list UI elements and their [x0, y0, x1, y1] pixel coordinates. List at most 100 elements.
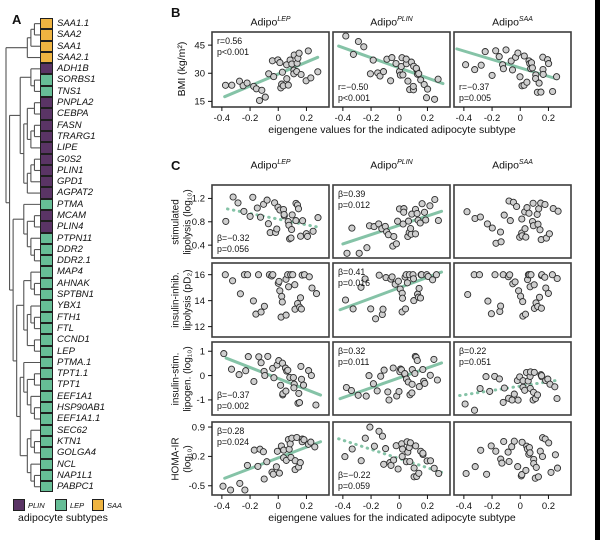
panel-c-label: C — [171, 158, 181, 173]
data-point — [538, 452, 547, 461]
data-point — [514, 49, 522, 57]
x-tick-label: -0.4 — [456, 113, 472, 124]
stats-annotation: β=0.22 — [459, 346, 486, 356]
data-point — [399, 71, 407, 79]
gene-subtype-swatch — [40, 40, 53, 52]
data-point — [409, 82, 417, 90]
data-point — [295, 399, 304, 407]
plot-border — [211, 262, 330, 338]
row-y-axis-label: insulin-stim. — [170, 352, 182, 405]
data-point — [410, 464, 418, 472]
data-point — [373, 387, 381, 395]
column-title: AdipoPLIN — [370, 16, 413, 29]
column-title: AdipoLEP — [250, 16, 291, 29]
data-point — [491, 271, 499, 279]
data-point — [399, 220, 407, 228]
y-tick-label: 15 — [194, 97, 205, 108]
y-tick-label: -1 — [197, 395, 205, 406]
stats-annotation: r=−0.37 — [459, 82, 489, 92]
data-point — [486, 387, 494, 395]
data-point — [221, 81, 230, 89]
data-point — [551, 451, 559, 459]
data-point — [236, 479, 244, 487]
x-tick-label: 0.2 — [300, 113, 313, 124]
stats-annotation: β=−0.37 — [217, 390, 250, 400]
gene-name-label: FASN — [57, 119, 82, 131]
data-point — [343, 249, 351, 257]
gene-subtype-swatch — [40, 63, 53, 75]
data-point — [387, 77, 395, 85]
data-point — [375, 427, 383, 435]
scatter-plot-B-PLIN: r=−0.50p<0.001 -0.4 -0.2 0 0.2 — [332, 31, 451, 124]
data-point — [433, 376, 441, 384]
data-point — [394, 465, 402, 473]
column-title-superscript: LEP — [277, 16, 291, 23]
gene-name-label: YBX1 — [57, 300, 82, 312]
x-tick-label: 0.2 — [300, 501, 313, 512]
data-point — [258, 86, 266, 94]
stats-annotation: r=0.56 — [217, 36, 242, 46]
data-point — [357, 283, 365, 291]
data-point — [282, 311, 290, 319]
gene-name-label: SORBS1 — [57, 74, 96, 86]
data-point — [544, 289, 552, 297]
data-point — [400, 208, 408, 216]
data-point — [507, 57, 515, 65]
data-point — [545, 60, 553, 68]
data-point — [498, 459, 506, 467]
data-point — [513, 202, 521, 211]
gene-name-label: SAA1 — [57, 40, 82, 52]
data-point — [365, 372, 373, 380]
data-point — [497, 238, 505, 246]
data-point — [355, 249, 363, 257]
data-point — [530, 281, 538, 289]
stats-annotation: p=0.011 — [338, 357, 369, 367]
gene-subtype-swatch — [40, 221, 53, 233]
column-title: AdipoPLIN — [370, 159, 413, 172]
data-point — [309, 227, 317, 235]
data-point — [229, 277, 237, 285]
gene-name-label: SAA1.1 — [57, 18, 90, 29]
data-point — [522, 466, 530, 474]
data-point — [264, 220, 272, 228]
x-tick-label: -0.2 — [484, 501, 500, 512]
data-point — [500, 384, 508, 392]
gene-subtype-swatch — [40, 390, 53, 403]
gene-name-label: SAA2 — [57, 29, 82, 41]
data-point — [342, 32, 350, 40]
data-point — [483, 220, 491, 228]
data-point — [347, 386, 355, 395]
data-point — [434, 216, 442, 225]
data-point — [312, 290, 321, 298]
data-point — [314, 214, 322, 222]
gene-subtype-swatch — [40, 18, 53, 30]
legend-swatch — [13, 499, 25, 511]
gene-subtype-swatch — [40, 311, 53, 323]
data-point — [244, 353, 252, 361]
data-point — [415, 70, 423, 78]
data-point — [496, 228, 505, 236]
data-point — [307, 438, 315, 446]
data-point — [520, 52, 528, 60]
data-point — [219, 482, 227, 490]
y-tick-label: 14 — [194, 296, 205, 307]
plot-border — [453, 341, 572, 416]
y-tick-label: 0 — [200, 371, 205, 382]
gene-name-label: LIPE — [57, 142, 78, 154]
data-point — [275, 469, 283, 477]
data-point — [508, 396, 516, 404]
data-point — [410, 297, 418, 305]
panel-b-y-axis-label: BMI (kg/m²) — [176, 41, 188, 97]
data-point — [471, 66, 479, 74]
data-point — [462, 469, 470, 478]
gene-name-label: PTMA — [57, 198, 84, 210]
data-point — [401, 305, 410, 313]
data-point — [254, 462, 262, 470]
data-point — [429, 276, 437, 284]
row-y-axis-label: insulin-inhib. — [170, 272, 182, 328]
gene-subtype-swatch — [40, 277, 53, 290]
data-point — [297, 375, 306, 383]
data-point — [420, 80, 428, 89]
data-point — [273, 447, 281, 455]
data-point — [296, 459, 304, 467]
